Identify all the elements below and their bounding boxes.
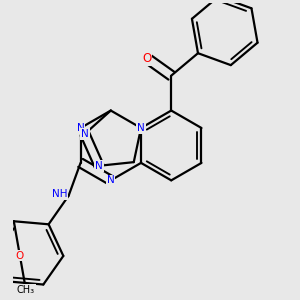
Text: CH₃: CH₃ bbox=[17, 285, 35, 295]
Text: N: N bbox=[77, 123, 84, 133]
Text: NH: NH bbox=[52, 189, 67, 199]
Text: N: N bbox=[95, 161, 103, 171]
Text: N: N bbox=[81, 129, 89, 139]
Text: O: O bbox=[16, 250, 24, 261]
Text: O: O bbox=[142, 52, 152, 65]
Text: N: N bbox=[107, 176, 115, 185]
Text: N: N bbox=[137, 123, 145, 133]
